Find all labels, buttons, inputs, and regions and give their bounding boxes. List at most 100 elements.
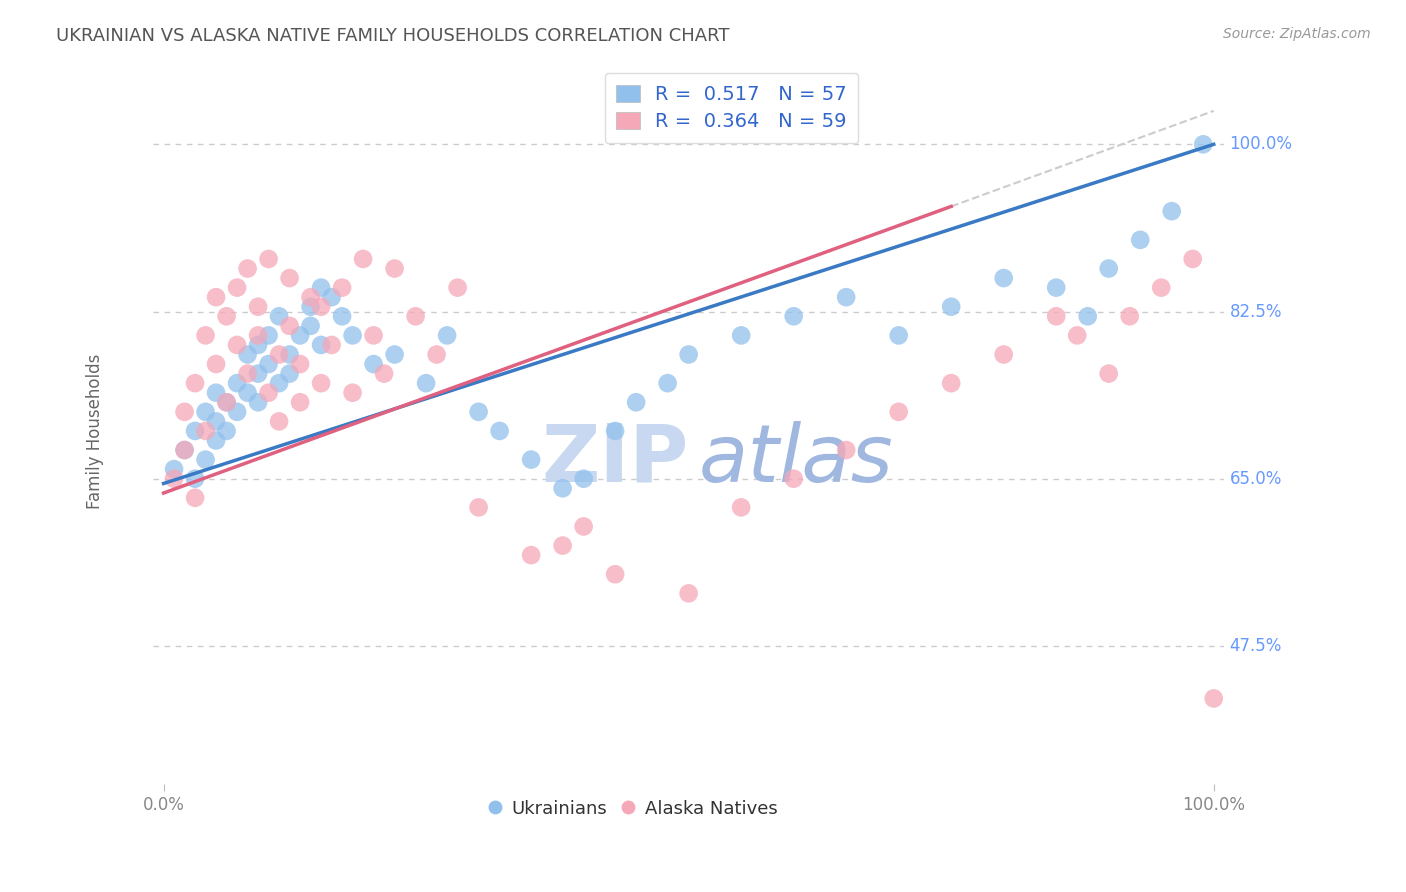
Point: [205, 290, 228, 304]
Point: [205, 357, 228, 371]
Point: [520, 548, 543, 562]
Point: [941, 300, 963, 314]
Point: [1192, 137, 1215, 152]
Point: [257, 385, 280, 400]
Point: [288, 395, 311, 409]
Point: [1160, 204, 1182, 219]
Point: [1129, 233, 1152, 247]
Point: [363, 357, 385, 371]
Point: [657, 376, 679, 391]
Point: [321, 338, 343, 352]
Point: [572, 472, 595, 486]
Point: [267, 347, 290, 361]
Point: [782, 310, 804, 324]
Point: [184, 424, 207, 438]
Point: [267, 376, 290, 391]
Point: [267, 310, 290, 324]
Point: [184, 472, 207, 486]
Point: [215, 310, 238, 324]
Point: [194, 452, 217, 467]
Point: [257, 328, 280, 343]
Point: [1181, 252, 1204, 266]
Point: [299, 300, 322, 314]
Point: [993, 347, 1015, 361]
Point: [205, 414, 228, 428]
Point: [309, 376, 332, 391]
Point: [624, 395, 647, 409]
Point: [1234, 739, 1257, 754]
Point: [247, 300, 270, 314]
Point: [678, 586, 700, 600]
Point: [426, 347, 449, 361]
Point: [1098, 261, 1121, 276]
Point: [363, 328, 385, 343]
Point: [194, 405, 217, 419]
Point: [257, 357, 280, 371]
Point: [1119, 310, 1142, 324]
Point: [330, 310, 353, 324]
Point: [173, 405, 195, 419]
Point: [384, 261, 406, 276]
Point: [941, 376, 963, 391]
Text: atlas: atlas: [699, 421, 894, 499]
Point: [247, 395, 270, 409]
Point: [226, 338, 249, 352]
Point: [194, 328, 217, 343]
Point: [1077, 310, 1099, 324]
Point: [194, 424, 217, 438]
Point: [1223, 615, 1246, 629]
Point: [342, 328, 364, 343]
Legend: Ukrainians, Alaska Natives: Ukrainians, Alaska Natives: [485, 792, 786, 825]
Point: [309, 338, 332, 352]
Point: [205, 434, 228, 448]
Point: [226, 376, 249, 391]
Point: [1045, 280, 1067, 294]
Point: [163, 462, 186, 476]
Point: [782, 472, 804, 486]
Point: [173, 443, 195, 458]
Text: ZIP: ZIP: [541, 421, 689, 499]
Point: [247, 338, 270, 352]
Text: 65.0%: 65.0%: [1229, 470, 1282, 488]
Text: Family Households: Family Households: [86, 353, 104, 508]
Point: [278, 271, 301, 285]
Text: UKRAINIAN VS ALASKA NATIVE FAMILY HOUSEHOLDS CORRELATION CHART: UKRAINIAN VS ALASKA NATIVE FAMILY HOUSEH…: [56, 27, 730, 45]
Point: [205, 385, 228, 400]
Point: [730, 328, 752, 343]
Point: [467, 405, 489, 419]
Point: [384, 347, 406, 361]
Point: [572, 519, 595, 533]
Text: Source: ZipAtlas.com: Source: ZipAtlas.com: [1223, 27, 1371, 41]
Point: [352, 252, 374, 266]
Text: 47.5%: 47.5%: [1229, 637, 1282, 655]
Point: [163, 472, 186, 486]
Point: [405, 310, 427, 324]
Point: [342, 385, 364, 400]
Point: [278, 367, 301, 381]
Point: [247, 328, 270, 343]
Point: [173, 443, 195, 458]
Point: [236, 261, 259, 276]
Point: [184, 376, 207, 391]
Point: [215, 395, 238, 409]
Point: [446, 280, 468, 294]
Point: [415, 376, 437, 391]
Point: [1202, 691, 1225, 706]
Point: [236, 385, 259, 400]
Point: [887, 328, 910, 343]
Point: [215, 424, 238, 438]
Point: [184, 491, 207, 505]
Point: [835, 290, 858, 304]
Point: [887, 405, 910, 419]
Point: [605, 424, 627, 438]
Point: [226, 280, 249, 294]
Point: [436, 328, 458, 343]
Point: [467, 500, 489, 515]
Point: [309, 280, 332, 294]
Point: [236, 367, 259, 381]
Point: [835, 443, 858, 458]
Point: [551, 539, 574, 553]
Point: [257, 252, 280, 266]
Point: [488, 424, 510, 438]
Point: [299, 318, 322, 333]
